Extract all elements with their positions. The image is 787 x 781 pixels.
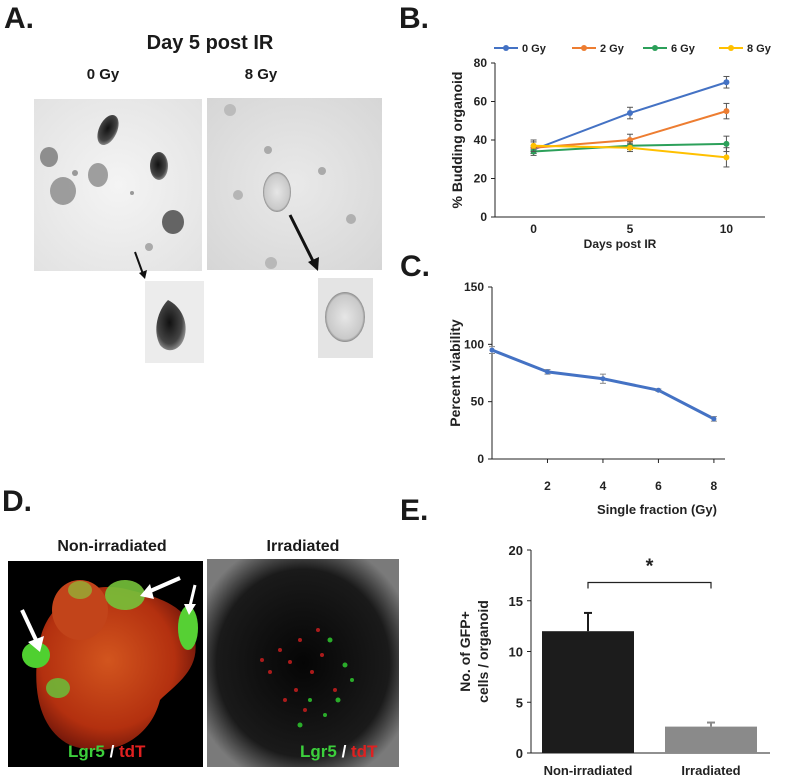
arrow-d-1 [20,609,38,641]
panel-a-label-8gy: 8 Gy [244,66,278,83]
stain-sep-text: / [336,742,352,761]
stain-green-text: Lgr5 [68,742,105,761]
chart-c-point [600,376,606,382]
panel-d-label-irr: Irradiated [266,538,340,555]
chart-b-x-label: Days post IR [584,237,657,251]
chart-e: 0 5 10 15 20 Non-irradiated Irradiated * No. of … [457,543,770,778]
stain-label-irr: Lgr5 / tdT [300,742,377,762]
chart-e-y-tick-label: 5 [516,695,523,710]
chart-b-y-tick-label: 0 [480,210,487,224]
chart-c-x-tick-label: 2 [544,479,551,493]
chart-e-significance-bracket [587,581,712,589]
chart-c-x-tick-label: 4 [600,479,607,493]
chart-b-y-tick-label: 20 [474,172,488,186]
chart-b-legend-label: 8 Gy [747,43,772,55]
chart-b-legend-label: 0 Gy [522,43,547,55]
arrow-8gy [288,214,316,264]
panel-c-letter: C. [400,250,430,283]
chart-c-y-tick-label: 100 [464,337,484,351]
chart-b-x-tick-label: 0 [530,222,537,236]
chart-b-y-tick-label: 60 [474,95,488,109]
chart-e-y-tick-label: 0 [516,746,523,761]
arrow-d-3 [188,584,197,607]
chart-e-y-tick-label: 15 [509,594,523,609]
panel-a-letter: A. [4,2,34,35]
chart-c-x-label: Single fraction (Gy) [597,502,717,517]
chart-b: 0 20 40 60 80 0 5 10 Days post IR % Budding organ… [449,43,772,251]
stain-green-text: Lgr5 [300,742,337,761]
chart-c-y-tick-label: 50 [471,395,485,409]
chart-b-point [723,79,730,86]
chart-b-x-tick-label: 5 [627,222,634,236]
chart-b-legend-marker [581,45,587,51]
stain-sep-text: / [104,742,120,761]
chart-e-x-tick-label: Irradiated [681,763,740,778]
chart-c-y-label: Percent viability [447,319,463,427]
panel-a-label-0gy: 0 Gy [86,66,120,83]
chart-b-point [530,142,537,149]
chart-b-point [627,144,633,151]
chart-e-significance-label: * [646,555,654,577]
chart-c-point [655,387,661,393]
chart-b-y-label: % Budding organoid [449,72,465,209]
stain-label-nonirr: Lgr5 / tdT [68,742,145,762]
chart-b-point [627,110,633,117]
arrow-d-2 [147,576,181,594]
chart-c-point [489,347,495,353]
chart-c-point [544,369,550,375]
chart-c-x-tick-label: 8 [711,479,718,493]
chart-c-y-tick-label: 0 [477,452,484,466]
panel-d-label-nonirr: Non-irradiated [57,538,167,555]
arrow-0gy [134,251,144,275]
chart-b-point [723,140,730,147]
stain-red-text: tdT [119,742,146,761]
image-irradiated [207,559,399,767]
chart-b-legend-marker [503,45,509,51]
chart-e-y-label-line1: No. of GFP+ [457,611,473,692]
image-8gy [207,98,382,270]
chart-e-y-tick-label: 10 [509,645,523,660]
chart-c-point [711,416,717,422]
chart-b-legend-marker [652,45,658,51]
chart-b-point [723,108,730,115]
chart-b-legend-label: 2 Gy [600,43,625,55]
chart-c-y-tick-label: 150 [464,280,484,294]
chart-c: 0 50 100 150 2 4 6 8 Single fraction (Gy) Percent… [447,280,725,517]
panel-a-title: Day 5 post IR [146,32,274,54]
chart-c-x-tick-label: 6 [655,479,662,493]
chart-b-legend-marker [728,45,734,51]
chart-b-legend-label: 6 Gy [671,43,696,55]
chart-e-x-tick-label: Non-irradiated [544,763,633,778]
panel-b-letter: B. [399,2,429,35]
chart-b-x-tick-label: 10 [720,222,734,236]
chart-b-y-tick-label: 40 [474,133,488,147]
chart-b-y-tick-label: 80 [474,56,488,70]
stain-red-text: tdT [351,742,378,761]
chart-e-bar [665,726,757,753]
chart-e-bar [542,631,634,753]
chart-e-y-label-line2: cells / organoid [475,600,491,703]
panel-d-letter: D. [2,485,32,518]
chart-e-y-tick-label: 20 [509,543,523,558]
panel-e-letter: E. [400,494,429,527]
chart-b-point [723,154,730,161]
